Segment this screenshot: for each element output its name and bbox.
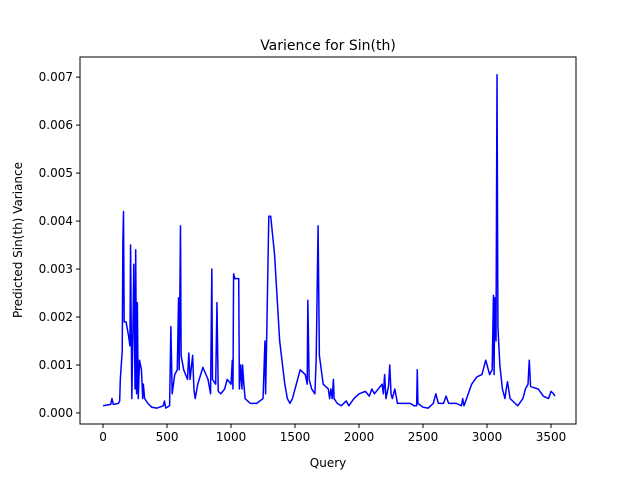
x-tick-label: 1500 — [280, 430, 311, 444]
x-tick-label: 0 — [99, 430, 107, 444]
plot-frame — [79, 56, 577, 425]
x-tick-label: 3000 — [472, 430, 503, 444]
y-tick-label: 0.006 — [39, 118, 73, 132]
y-tick-label: 0.005 — [39, 166, 73, 180]
y-tick-label: 0.002 — [39, 310, 73, 324]
x-tick-label: 2000 — [344, 430, 375, 444]
y-tick-label: 0.000 — [39, 406, 73, 420]
y-tick-label: 0.004 — [39, 214, 73, 228]
x-tick-label: 500 — [156, 430, 179, 444]
x-tick-label: 3500 — [536, 430, 567, 444]
y-tick-label: 0.003 — [39, 262, 73, 276]
x-axis-label: Query — [310, 456, 346, 470]
chart-title: Varience for Sin(th) — [260, 38, 396, 54]
y-tick-label: 0.001 — [39, 358, 73, 372]
y-axis-label: Predicted Sin(th) Variance — [11, 162, 25, 318]
data-line — [102, 74, 556, 409]
x-tick-label: 1000 — [216, 430, 247, 444]
x-tick-label: 2500 — [408, 430, 439, 444]
y-tick-label: 0.007 — [39, 70, 73, 84]
